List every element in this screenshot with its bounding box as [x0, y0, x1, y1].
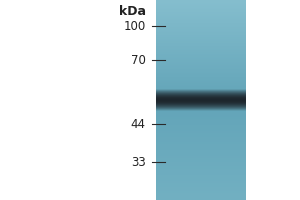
Text: kDa: kDa	[118, 5, 146, 18]
Text: 100: 100	[123, 20, 146, 32]
Text: 70: 70	[130, 53, 146, 66]
Text: 33: 33	[131, 156, 146, 168]
Text: 44: 44	[130, 117, 146, 130]
